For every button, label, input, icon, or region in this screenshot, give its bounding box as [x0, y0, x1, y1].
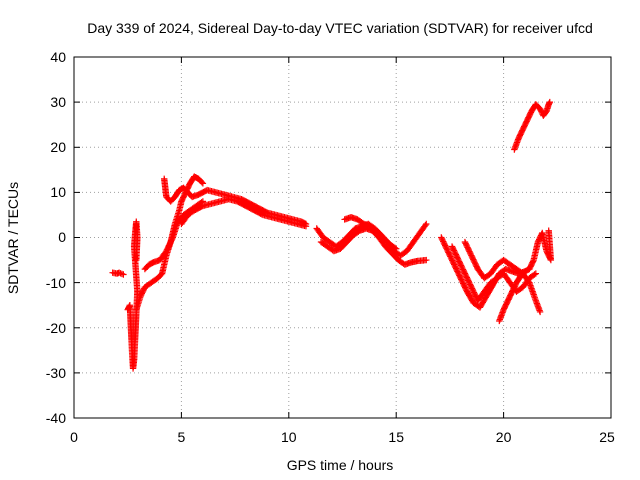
- x-tick-label: 5: [178, 429, 186, 445]
- data-point-marker: [546, 98, 553, 106]
- tick-marks: [73, 57, 612, 418]
- y-axis-label: SDTVAR / TECUs: [5, 182, 21, 294]
- y-tick-label: -20: [46, 320, 66, 336]
- y-tick-label: 40: [50, 49, 66, 65]
- y-tick-label: -40: [46, 410, 66, 426]
- data-point-marker: [532, 270, 540, 277]
- data-point-marker: [393, 245, 400, 252]
- x-tick-label: 25: [599, 429, 615, 445]
- data-point-marker: [422, 222, 429, 229]
- data-point-marker: [133, 256, 140, 264]
- data-point-marker: [525, 278, 532, 285]
- y-tick-label: 0: [58, 229, 66, 245]
- data-point-marker: [545, 227, 552, 234]
- data-point-marker: [118, 270, 126, 278]
- y-tick-label: 20: [50, 139, 66, 155]
- data-point-marker: [302, 223, 310, 230]
- data-point-marker: [423, 256, 430, 264]
- data-point-marker: [198, 179, 206, 186]
- data-point-marker: [391, 244, 399, 252]
- x-tick-labels: 0 5 10 15 20 25: [70, 429, 615, 445]
- data-point-marker: [423, 220, 430, 228]
- y-tick-label: 10: [50, 184, 66, 200]
- data-point-marker: [536, 308, 544, 316]
- y-tick-label: 30: [50, 94, 66, 110]
- data-point-marker: [199, 180, 207, 187]
- data-point-marker: [117, 270, 124, 277]
- chart-title: Day 339 of 2024, Sidereal Day-to-day VTE…: [87, 20, 593, 36]
- data-point-marker: [120, 271, 127, 278]
- data-point-marker: [168, 235, 176, 243]
- y-tick-labels: -40 -30 -20 -10 0 10 20 30 40: [46, 49, 66, 426]
- grid-lines: [74, 57, 611, 418]
- data-point-marker: [529, 258, 537, 265]
- x-tick-label: 10: [281, 429, 297, 445]
- y-tick-label: -10: [46, 275, 66, 291]
- x-tick-label: 20: [496, 429, 512, 445]
- data-points: [109, 98, 555, 372]
- x-axis-label: GPS time / hours: [287, 457, 394, 473]
- data-point-marker: [115, 269, 123, 276]
- y-tick-label: -30: [46, 365, 66, 381]
- data-point-marker: [531, 271, 538, 278]
- x-tick-label: 15: [388, 429, 404, 445]
- x-tick-label: 0: [70, 429, 78, 445]
